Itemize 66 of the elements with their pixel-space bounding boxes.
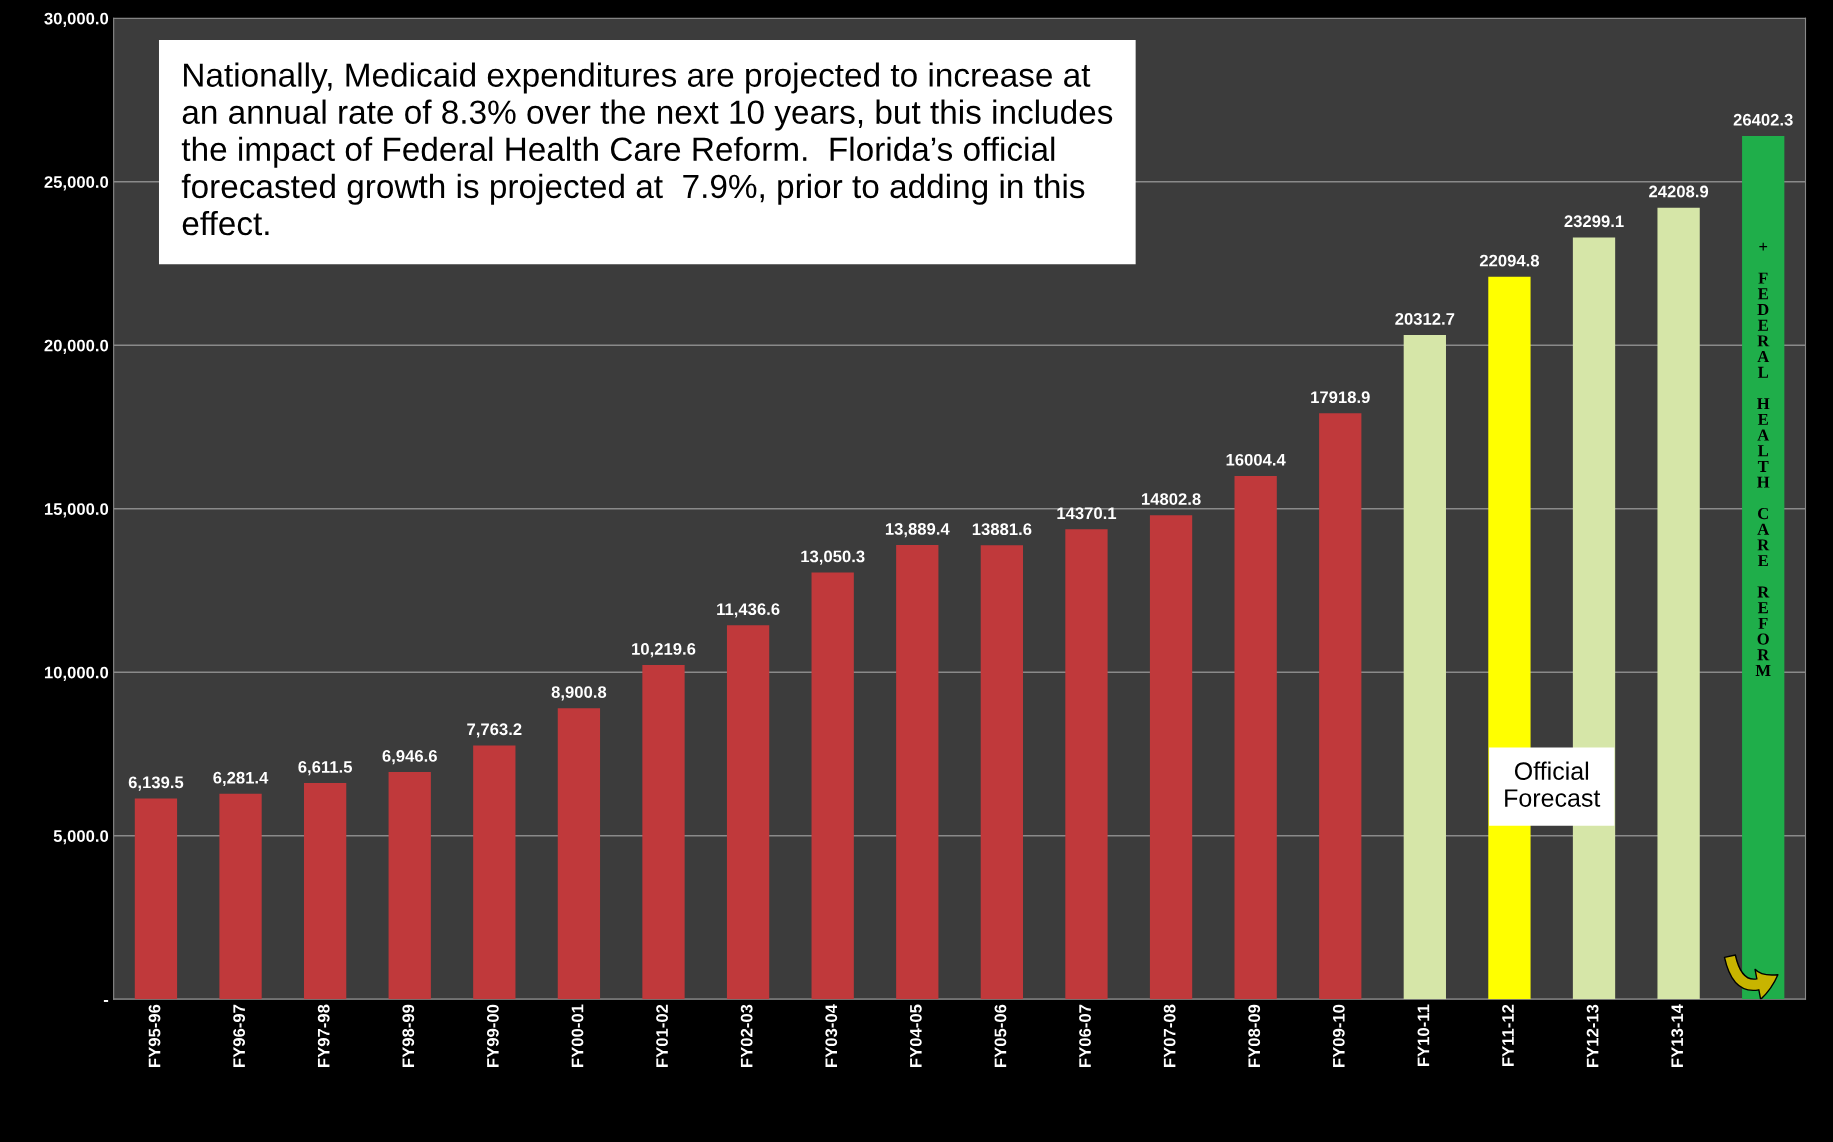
y-tick-label: 25,000.0 xyxy=(44,176,109,191)
data-label: 14802.8 xyxy=(1141,493,1201,505)
bar xyxy=(1657,207,1700,1000)
annotation: Nationally, Medicaid expenditures are projected to increase at an annual rate of 8.3% over the next 10 years, but this includes the impact of Federal Health Care Reform. Florida’s official forecasted growth is projected at 7.9%, prior to adding in this effect. xyxy=(181,62,1113,236)
data-label: 6,281.4 xyxy=(213,771,269,787)
data-label: 13881.6 xyxy=(972,523,1032,536)
bar xyxy=(134,798,178,1000)
x-tick-label: FY06-07 xyxy=(1079,1004,1091,1067)
y-tick-label: 5,000.0 xyxy=(53,830,109,845)
x-tick-label: FY95-96 xyxy=(148,1004,161,1067)
bar xyxy=(642,665,685,1000)
data-label: 8,900.8 xyxy=(551,686,607,701)
bar xyxy=(1403,335,1446,1000)
y-tick-label: 10,000.0 xyxy=(44,666,109,681)
x-tick-label: FY02-03 xyxy=(740,1004,753,1067)
bar xyxy=(473,745,516,1000)
x-tick-label: FY11-12 xyxy=(1502,1004,1514,1066)
x-tick-label: FY00-01 xyxy=(571,1004,584,1067)
data-label: 17918.9 xyxy=(1311,391,1370,404)
x-tick-label: FY13-14 xyxy=(1671,1004,1684,1067)
y-tick-label: 20,000.0 xyxy=(44,339,109,354)
data-label: 20312.7 xyxy=(1395,313,1455,325)
x-tick-label: FY08-09 xyxy=(1248,1004,1261,1067)
data-label: 7,763.2 xyxy=(467,723,522,738)
data-label: 10,219.6 xyxy=(632,643,696,658)
data-label: 23299.1 xyxy=(1564,215,1624,228)
bar xyxy=(1319,413,1362,1000)
data-label: 6,611.5 xyxy=(298,761,353,776)
y-tick-label: 15,000.0 xyxy=(44,503,109,518)
x-tick-label: FY03-04 xyxy=(825,1004,838,1067)
x-tick-label: FY04-05 xyxy=(909,1004,922,1067)
bar xyxy=(1065,529,1108,1000)
bar xyxy=(219,793,262,1000)
data-label: 11,436.6 xyxy=(717,603,780,618)
bar xyxy=(388,772,431,1000)
bar xyxy=(557,708,601,1000)
bar xyxy=(726,625,770,1000)
data-label: 16004.4 xyxy=(1226,453,1286,466)
bar xyxy=(1234,475,1277,1000)
data-label: 24208.9 xyxy=(1649,185,1709,198)
bar xyxy=(1149,515,1193,1000)
bar xyxy=(980,545,1024,1000)
text: + FEDERAL HEALTH CARE REFORM xyxy=(1755,242,1771,676)
data-label: 22094.8 xyxy=(1479,254,1540,267)
x-tick-label: FY96-97 xyxy=(233,1004,246,1067)
x-tick-label: FY09-10 xyxy=(1332,1004,1345,1067)
x-tick-label: FY97-98 xyxy=(317,1004,330,1067)
data-label: 6,139.5 xyxy=(128,776,184,791)
x-tick-label: FY10-11 xyxy=(1417,1004,1430,1066)
x-tick-label: FY07-08 xyxy=(1163,1004,1176,1067)
x-tick-label: FY05-06 xyxy=(994,1004,1007,1067)
annotation: Official Forecast xyxy=(1505,761,1601,807)
x-tick-label: FY98-99 xyxy=(402,1004,415,1067)
data-label: 26402.3 xyxy=(1733,113,1793,126)
bar xyxy=(303,783,347,1000)
x-tick-label: FY99-00 xyxy=(486,1004,499,1067)
data-label: 13,050.3 xyxy=(801,550,865,565)
data-label: 14370.1 xyxy=(1057,507,1117,520)
x-tick-label: FY12-13 xyxy=(1586,1004,1599,1067)
data-label: 13,889.4 xyxy=(885,523,950,538)
data-label: 6,946.6 xyxy=(382,750,437,765)
bar xyxy=(811,572,854,1000)
y-tick-label: - xyxy=(103,999,109,1002)
bar xyxy=(896,545,939,1000)
y-tick-label: 30,000.0 xyxy=(44,12,109,27)
x-tick-label: FY01-02 xyxy=(656,1004,668,1067)
